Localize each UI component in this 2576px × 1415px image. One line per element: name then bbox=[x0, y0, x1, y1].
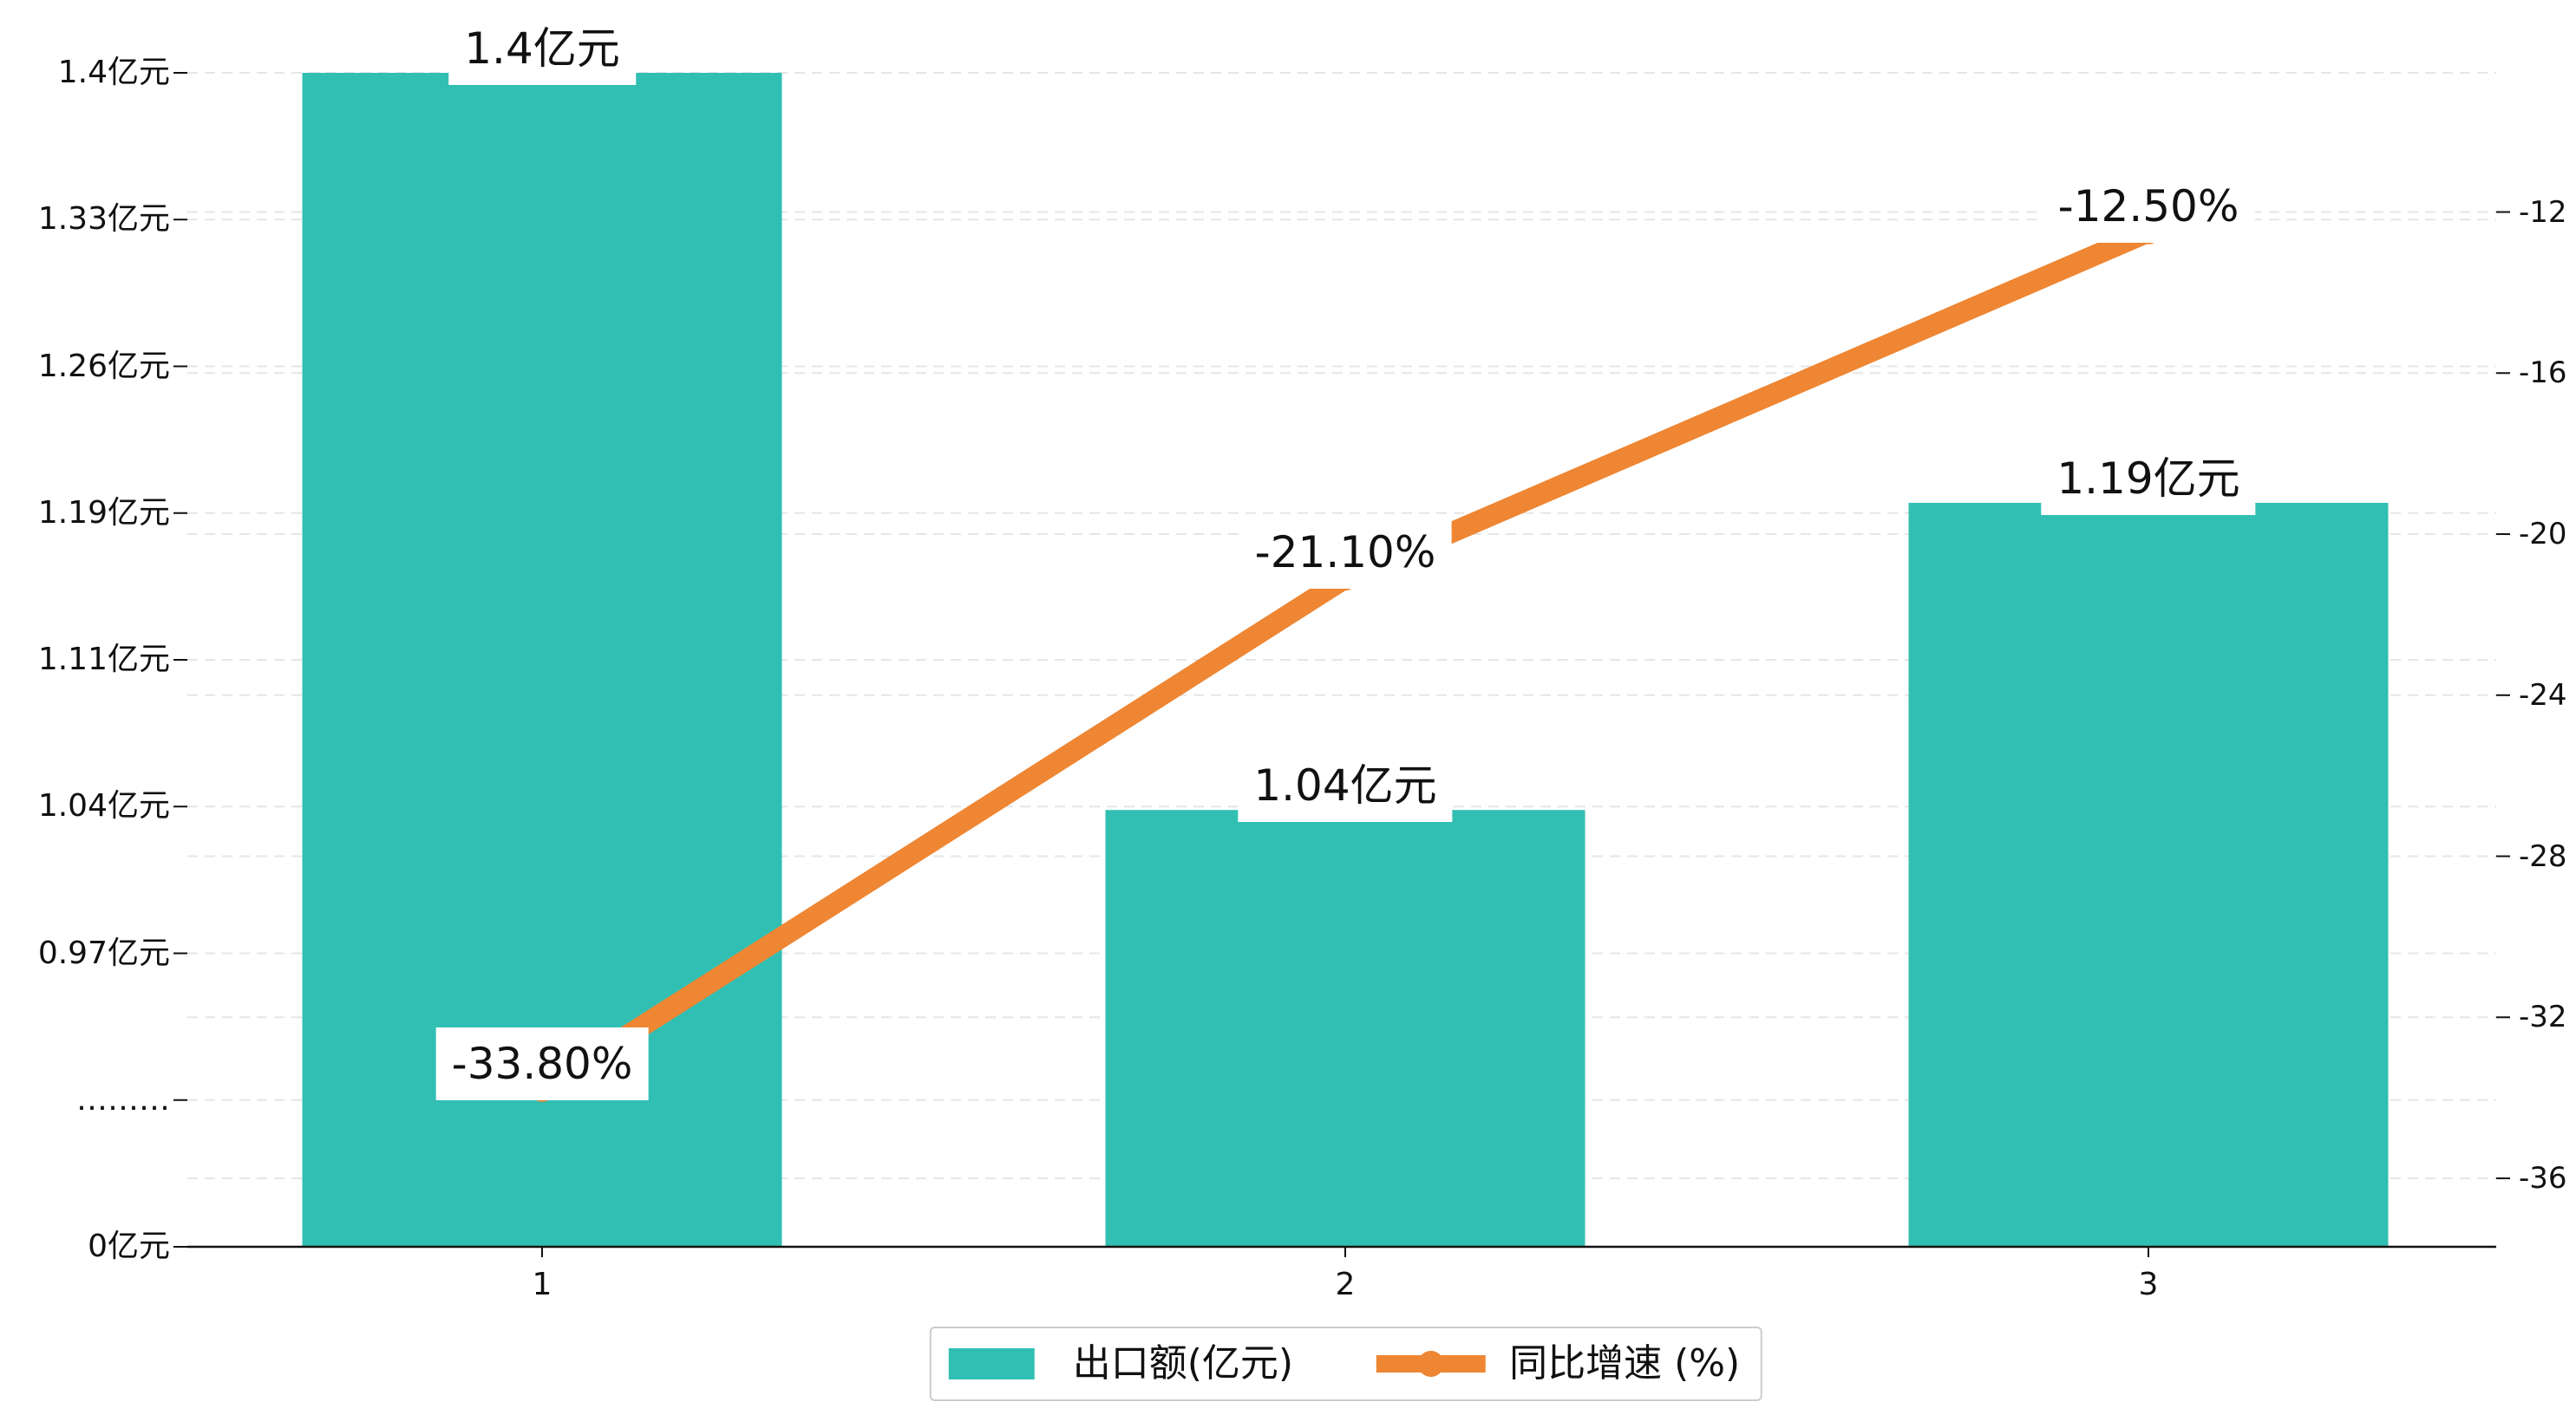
y-left-tick-label: 0.97亿元 bbox=[37, 935, 170, 971]
y-right-tick-label: -20 bbox=[2519, 517, 2567, 552]
growth-value-label: -33.80% bbox=[435, 1027, 649, 1100]
y-left-tick-label: 1.04亿元 bbox=[37, 788, 170, 825]
legend-circle-marker bbox=[1418, 1351, 1445, 1377]
y-right-tick-label: -28 bbox=[2519, 838, 2567, 874]
y-right-tick-label: -12 bbox=[2519, 194, 2567, 230]
y-right-tick-label: -16 bbox=[2519, 355, 2567, 391]
y-left-tick-label: 1.11亿元 bbox=[37, 642, 170, 677]
x-tick-label: 2 bbox=[1335, 1267, 1356, 1302]
legend-bar-swatch bbox=[948, 1348, 1035, 1379]
legend-label-growth: 同比增速 (%) bbox=[1509, 1341, 1741, 1386]
y-left-tick-label: 1.26亿元 bbox=[37, 348, 170, 384]
bar-value-label: 1.4亿元 bbox=[448, 12, 636, 85]
legend-line-swatch bbox=[1376, 1351, 1487, 1377]
legend-item-export: 出口额(亿元) bbox=[948, 1340, 1294, 1388]
y-left-zero-label: 0亿元 bbox=[88, 1229, 170, 1264]
bar-3 bbox=[1908, 502, 2389, 1247]
y-left-break-label: ……… bbox=[76, 1081, 170, 1118]
growth-value-label: -12.50% bbox=[2042, 169, 2255, 243]
bar-2 bbox=[1105, 810, 1585, 1247]
bar-value-label: 1.19亿元 bbox=[2041, 441, 2256, 515]
x-tick-label: 3 bbox=[2138, 1267, 2159, 1302]
y-left-tick-label: 1.4亿元 bbox=[57, 55, 170, 90]
y-left-tick-label: 1.19亿元 bbox=[37, 494, 170, 531]
y-right-tick-label: -36 bbox=[2519, 1161, 2567, 1197]
x-tick-label: 1 bbox=[532, 1267, 552, 1302]
y-left-tick-label: 1.33亿元 bbox=[37, 201, 170, 238]
y-right-tick-label: -32 bbox=[2519, 1000, 2567, 1035]
legend-label-export: 出口额(亿元) bbox=[1072, 1341, 1294, 1386]
legend-item-growth: 同比增速 (%) bbox=[1376, 1340, 1740, 1388]
growth-value-label: -21.10% bbox=[1239, 516, 1452, 590]
bar-value-label: 1.04亿元 bbox=[1238, 749, 1453, 823]
y-right-tick-label: -24 bbox=[2519, 677, 2567, 713]
legend: 出口额(亿元) 同比增速 (%) bbox=[929, 1327, 1763, 1401]
